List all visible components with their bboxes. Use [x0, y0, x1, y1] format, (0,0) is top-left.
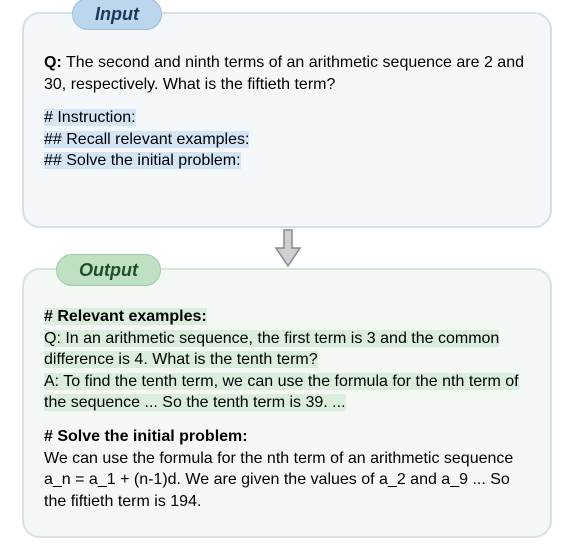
input-content: Q: The second and ninth terms of an arit…: [44, 52, 530, 172]
instruction-heading: # Instruction:: [44, 107, 530, 129]
output-tag: Output: [56, 254, 161, 286]
example-a: A: To find the tenth term, we can use th…: [44, 371, 530, 414]
output-content: # Relevant examples: Q: In an arithmetic…: [44, 306, 530, 512]
recall-line: ## Recall relevant examples:: [44, 129, 530, 151]
recall-line-text: ## Recall relevant examples:: [44, 131, 249, 148]
solve-line-text: ## Solve the initial problem:: [44, 152, 241, 169]
input-question-text: The second and ninth terms of an arithme…: [44, 54, 524, 93]
q-prefix: Q:: [44, 54, 62, 71]
output-box: # Relevant examples: Q: In an arithmetic…: [22, 268, 552, 538]
instruction-heading-text: # Instruction:: [44, 109, 136, 126]
solve-line: ## Solve the initial problem:: [44, 150, 530, 172]
example-q: Q: In an arithmetic sequence, the first …: [44, 328, 530, 371]
solve-text: We can use the formula for the nth term …: [44, 448, 530, 513]
example-a-text: A: To find the tenth term, we can use th…: [44, 373, 519, 412]
input-question: Q: The second and ninth terms of an arit…: [44, 52, 530, 95]
arrow-down-icon: [273, 228, 303, 268]
input-box: Q: The second and ninth terms of an arit…: [22, 12, 552, 228]
solve-heading: # Solve the initial problem:: [44, 426, 530, 448]
input-tag: Input: [72, 0, 162, 30]
relevant-heading-text: # Relevant examples:: [44, 308, 207, 325]
relevant-heading: # Relevant examples:: [44, 306, 530, 328]
input-tag-label: Input: [95, 4, 139, 24]
output-tag-label: Output: [79, 260, 138, 280]
example-q-text: Q: In an arithmetic sequence, the first …: [44, 330, 499, 369]
